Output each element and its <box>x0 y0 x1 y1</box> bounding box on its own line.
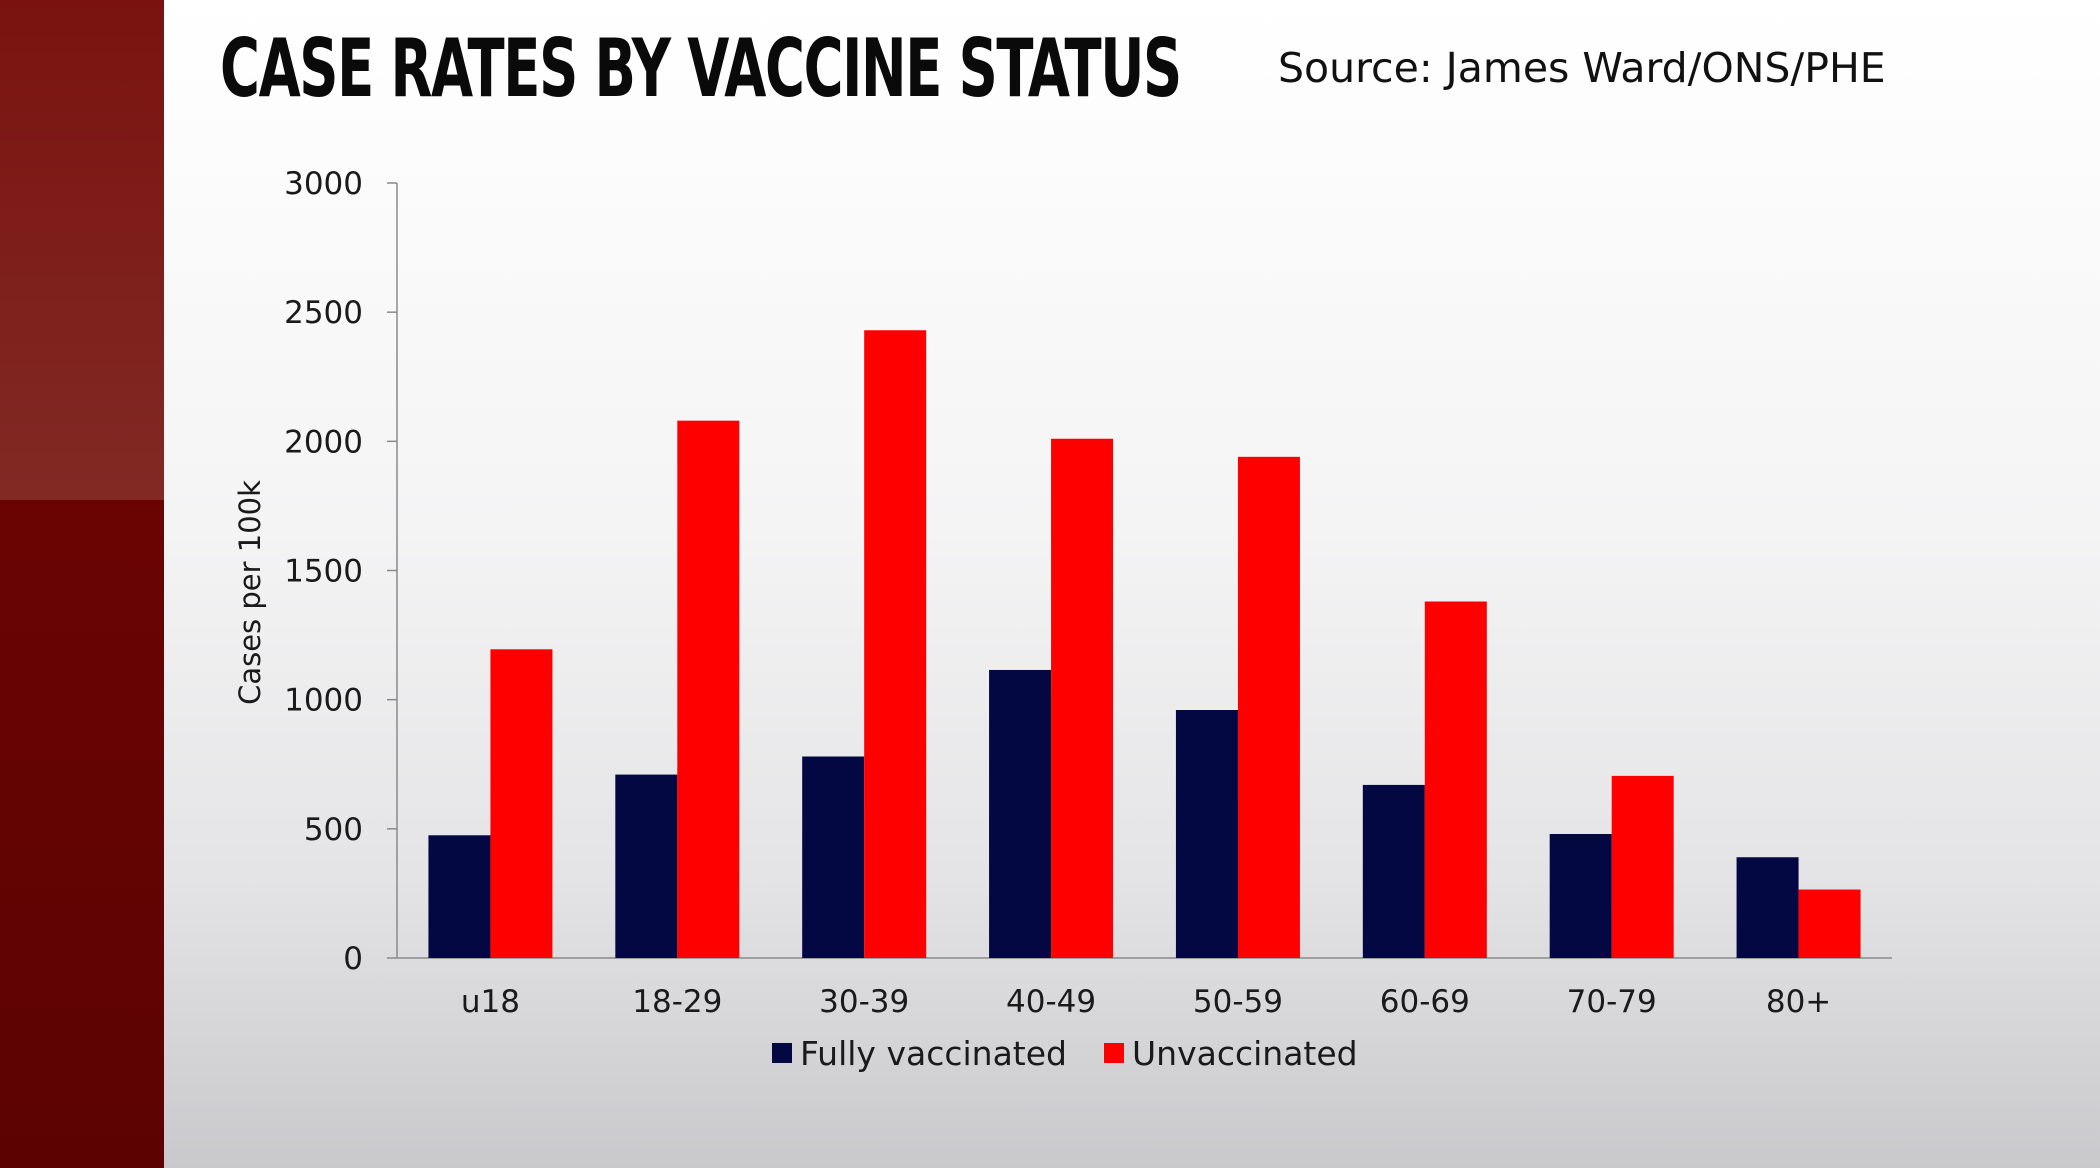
bar-unvaccinated-80+ <box>1798 889 1861 958</box>
bar-fully-vaccinated-40-49 <box>989 669 1052 958</box>
bar-unvaccinated-30-39 <box>864 330 927 958</box>
y-tick-label: 500 <box>304 812 363 848</box>
bar-fully-vaccinated-u18 <box>428 835 491 958</box>
legend-swatch-0 <box>772 1043 792 1063</box>
bar-fully-vaccinated-60-69 <box>1362 784 1425 958</box>
x-tick-label: 18-29 <box>632 984 722 1020</box>
bar-fully-vaccinated-18-29 <box>615 774 678 958</box>
legend-label-0: Fully vaccinated <box>800 1034 1067 1073</box>
bar-unvaccinated-18-29 <box>677 420 740 959</box>
y-axis-title: Cases per 100k <box>233 480 267 705</box>
bar-unvaccinated-50-59 <box>1237 456 1300 958</box>
chart-title: CASE RATES BY VACCINE STATUS <box>220 22 1182 115</box>
x-tick-label: 60-69 <box>1380 984 1470 1020</box>
x-tick-label: 50-59 <box>1193 984 1283 1020</box>
left-band-lower <box>0 500 164 1168</box>
bar-unvaccinated-u18 <box>490 649 553 958</box>
left-decorative-band <box>0 0 164 1168</box>
legend-swatch-1 <box>1104 1043 1124 1063</box>
bar-fully-vaccinated-30-39 <box>802 756 865 958</box>
bar-unvaccinated-60-69 <box>1424 601 1487 958</box>
y-tick-label: 1500 <box>284 554 363 590</box>
x-tick-label: 30-39 <box>819 984 909 1020</box>
bar-unvaccinated-40-49 <box>1051 438 1114 958</box>
legend-label-1: Unvaccinated <box>1132 1034 1358 1073</box>
x-tick-label: u18 <box>461 984 520 1020</box>
y-tick-label: 2500 <box>284 295 363 331</box>
bar-unvaccinated-70-79 <box>1611 775 1674 958</box>
y-tick-label: 1000 <box>284 683 363 719</box>
y-tick-label: 3000 <box>284 166 363 202</box>
bar-fully-vaccinated-70-79 <box>1549 834 1612 958</box>
bar-fully-vaccinated-80+ <box>1736 857 1799 958</box>
bar-fully-vaccinated-50-59 <box>1175 710 1238 958</box>
y-tick-label: 0 <box>343 941 363 977</box>
x-tick-label: 80+ <box>1766 984 1831 1020</box>
source-credit: Source: James Ward/ONS/PHE <box>1278 44 1886 92</box>
x-tick-label: 40-49 <box>1006 984 1096 1020</box>
y-tick-label: 2000 <box>284 424 363 460</box>
x-tick-label: 70-79 <box>1567 984 1657 1020</box>
left-band-upper <box>0 0 164 510</box>
